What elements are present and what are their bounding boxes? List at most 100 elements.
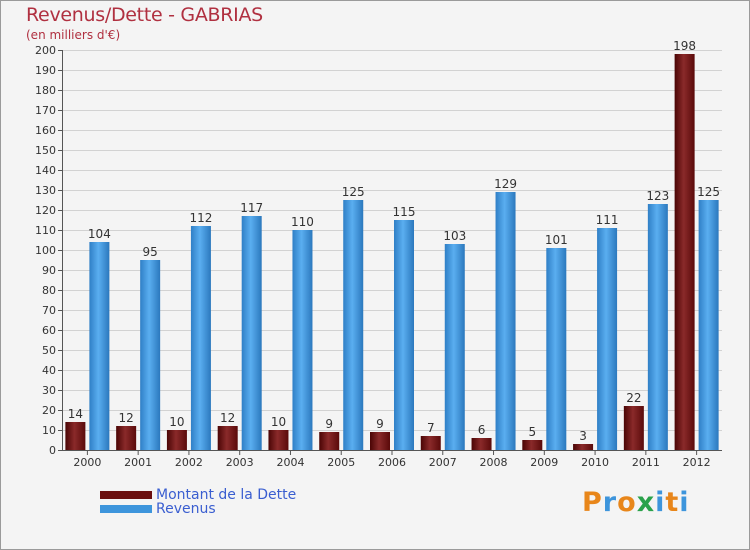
data-label: 6 <box>478 423 486 437</box>
bar-dette <box>116 426 137 450</box>
x-tick-label: 2009 <box>530 456 558 469</box>
bar-dette <box>319 432 340 450</box>
bar-dette <box>370 432 390 450</box>
x-tick-label: 2003 <box>226 456 254 469</box>
y-tick-label: 100 <box>35 244 56 257</box>
data-label: 198 <box>673 39 696 53</box>
y-tick-label: 80 <box>42 284 56 297</box>
bar-dette <box>217 426 238 450</box>
bar-dette <box>623 406 644 450</box>
legend-item-debt: Montant de la Dette <box>100 487 296 503</box>
y-tick-label: 170 <box>35 104 56 117</box>
bar-dette <box>573 444 594 450</box>
proxiti-logo: Proxiti <box>582 487 690 518</box>
data-label: 104 <box>88 227 111 241</box>
data-label: 7 <box>427 421 435 435</box>
bar-revenus <box>444 244 465 450</box>
y-tick-label: 50 <box>42 344 56 357</box>
bar-dette <box>471 438 492 450</box>
y-tick-label: 70 <box>42 304 56 317</box>
data-label: 22 <box>626 391 641 405</box>
data-label: 112 <box>189 211 212 225</box>
logo-letter: i <box>679 487 690 518</box>
bar-revenus <box>647 204 668 450</box>
y-tick-label: 110 <box>35 224 56 237</box>
data-label: 125 <box>697 185 720 199</box>
chart-subtitle: (en milliers d'€) <box>26 28 121 42</box>
data-label: 12 <box>119 411 134 425</box>
bars <box>65 54 719 450</box>
y-tick-label: 10 <box>42 424 56 437</box>
data-label: 3 <box>579 429 587 443</box>
bar-dette <box>268 430 289 450</box>
x-tick-label: 2005 <box>327 456 355 469</box>
data-label: 129 <box>494 177 517 191</box>
data-label: 5 <box>528 425 536 439</box>
data-label: 117 <box>240 201 263 215</box>
logo-letter: o <box>617 487 637 518</box>
x-tick-label: 2006 <box>378 456 406 469</box>
data-label: 115 <box>393 205 416 219</box>
legend-swatch-debt <box>100 491 152 499</box>
data-label: 123 <box>646 189 669 203</box>
data-label: 101 <box>545 233 568 247</box>
data-label: 10 <box>271 415 286 429</box>
bar-revenus <box>190 226 211 450</box>
data-label: 103 <box>443 229 466 243</box>
legend-label-debt: Montant de la Dette <box>156 487 297 503</box>
x-tick-label: 2001 <box>124 456 152 469</box>
y-tick-label: 140 <box>35 164 56 177</box>
x-tick-label: 2002 <box>175 456 203 469</box>
y-tick-label: 20 <box>42 404 56 417</box>
logo-letter: i <box>655 487 666 518</box>
data-label: 111 <box>596 213 619 227</box>
bar-revenus <box>394 220 414 450</box>
y-tick-label: 40 <box>42 364 56 377</box>
x-tick-label: 2004 <box>276 456 304 469</box>
x-tick-label: 2012 <box>683 456 711 469</box>
x-tick-label: 2008 <box>480 456 508 469</box>
bar-revenus <box>292 230 313 450</box>
bar-dette <box>166 430 187 450</box>
bar-dette <box>522 440 543 450</box>
bar-revenus <box>343 200 364 450</box>
y-tick-label: 160 <box>35 124 56 137</box>
chart-title: Revenus/Dette - GABRIAS <box>26 4 263 26</box>
bar-revenus <box>698 200 719 450</box>
y-tick-label: 0 <box>49 444 56 457</box>
data-label: 95 <box>143 245 158 259</box>
bar-revenus <box>140 260 161 450</box>
logo-letter: P <box>582 487 603 518</box>
logo-letter: x <box>636 487 656 518</box>
x-tick-label: 2011 <box>632 456 660 469</box>
bar-dette <box>674 54 695 450</box>
bar-revenus <box>597 228 618 450</box>
axes: 0 10 20 30 40 50 60 70 80 90 100 110 120 130 140 150 160… <box>35 44 722 469</box>
bar-revenus <box>546 248 567 450</box>
x-tick-label: 2007 <box>429 456 457 469</box>
legend-label-revenus: Revenus <box>156 501 216 517</box>
data-label: 12 <box>220 411 235 425</box>
legend-swatch-revenus <box>100 505 152 513</box>
bar-revenus <box>241 216 262 450</box>
grid-lines <box>62 50 722 451</box>
y-tick-label: 60 <box>42 324 56 337</box>
y-tick-label: 150 <box>35 144 56 157</box>
x-tick-label: 2010 <box>581 456 609 469</box>
legend-item-revenus: Revenus <box>100 501 216 517</box>
data-label: 110 <box>291 215 314 229</box>
data-label: 9 <box>376 417 384 431</box>
data-label: 10 <box>169 415 184 429</box>
y-tick-label: 130 <box>35 184 56 197</box>
bar-dette <box>65 422 86 450</box>
logo-letter: r <box>602 487 618 518</box>
y-tick-label: 90 <box>42 264 56 277</box>
data-label: 9 <box>325 417 333 431</box>
bar-revenus <box>495 192 516 450</box>
data-labels: 1410412951011212117101109125911571036129… <box>68 39 720 443</box>
y-tick-label: 30 <box>42 384 56 397</box>
y-tick-label: 190 <box>35 64 56 77</box>
data-label: 125 <box>342 185 365 199</box>
y-tick-label: 120 <box>35 204 56 217</box>
